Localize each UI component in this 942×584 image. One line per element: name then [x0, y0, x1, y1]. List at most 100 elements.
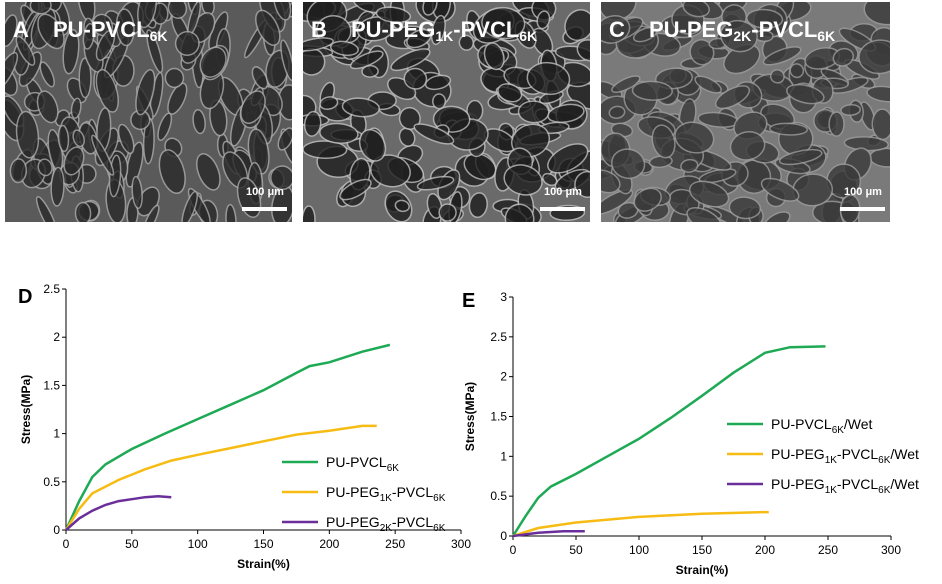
subscript: 6K — [817, 28, 835, 44]
y-tick-label: 3 — [500, 290, 507, 304]
pore — [36, 90, 59, 124]
pore — [319, 96, 339, 110]
pore — [70, 97, 82, 119]
pore — [195, 153, 221, 191]
label-part: -PVCL — [392, 484, 433, 500]
pore — [390, 48, 431, 72]
y-tick-label: 1 — [500, 449, 507, 463]
pore — [714, 85, 751, 110]
pore — [95, 29, 116, 61]
pore — [769, 122, 808, 136]
pore — [157, 112, 173, 142]
legend-label: PU-PEG1K-PVCL6K — [326, 484, 446, 504]
pore — [601, 15, 631, 44]
y-tick-label: 2.5 — [43, 282, 60, 296]
pore — [37, 13, 65, 50]
legend-label: PU-PVCL6K/Wet — [771, 416, 873, 436]
pore — [319, 122, 359, 144]
pore — [688, 180, 730, 208]
x-tick-label: 150 — [253, 537, 273, 551]
pore — [504, 203, 535, 222]
pore — [95, 68, 120, 113]
label-part: PU-PEG — [771, 446, 825, 462]
pore — [458, 34, 475, 51]
pore — [39, 61, 55, 88]
pore — [866, 85, 890, 103]
series-line — [511, 345, 826, 537]
pore — [398, 127, 416, 147]
pore — [146, 29, 164, 74]
pore — [15, 35, 36, 66]
label-part: PU-PVCL — [53, 17, 150, 42]
sem-image — [303, 2, 590, 222]
pore — [422, 2, 438, 16]
pore — [303, 140, 348, 159]
subscript: 1K — [825, 455, 838, 466]
legend-label: PU-PEG1K-PVCL6K/Wet — [771, 446, 919, 466]
y-axis-label: Stress(MPa) — [463, 382, 477, 451]
x-axis-label: Strain(%) — [676, 563, 729, 577]
label-part: -PVCL — [837, 476, 878, 492]
pore — [483, 42, 505, 71]
pore — [832, 47, 855, 67]
pore — [778, 148, 823, 166]
pore — [536, 10, 551, 30]
pore — [763, 211, 791, 222]
pore — [361, 64, 379, 78]
panel-label: PU-PEG1K-PVCL6K — [351, 17, 537, 44]
pore — [497, 83, 523, 103]
label-part: PU-PEG — [649, 17, 733, 42]
y-axis-label: Stress(MPa) — [19, 375, 33, 444]
x-tick-label: 300 — [881, 543, 901, 557]
pore — [608, 105, 626, 120]
pore — [255, 9, 281, 46]
label-part: -PVCL — [392, 514, 433, 530]
pore — [863, 2, 890, 26]
pore — [117, 123, 135, 155]
pore — [633, 187, 662, 212]
pore — [181, 190, 198, 222]
label-part: /Wet — [890, 446, 919, 462]
panel-label: PU-PEG2K-PVCL6K — [649, 17, 835, 44]
y-tick-label: 0.5 — [490, 489, 507, 503]
pore — [674, 121, 715, 154]
pore — [394, 199, 410, 213]
y-tick-label: 0.5 — [43, 475, 60, 489]
pore — [728, 196, 762, 220]
series-line — [65, 495, 172, 531]
pore — [789, 63, 805, 79]
label-part: /Wet — [890, 476, 919, 492]
pore — [91, 134, 115, 176]
pore — [547, 143, 589, 174]
pore — [413, 123, 455, 145]
subscript: 1K — [825, 485, 838, 496]
series-line — [64, 343, 391, 531]
pore — [576, 39, 590, 62]
pore — [481, 6, 526, 40]
pore — [406, 28, 432, 49]
label-part: PU-PVCL — [771, 416, 832, 432]
pore — [50, 166, 65, 207]
panel-label: PU-PVCL6K — [53, 17, 167, 44]
pore — [403, 67, 428, 90]
pore — [468, 192, 488, 219]
subscript: 2K — [733, 28, 751, 44]
pore — [430, 14, 446, 46]
subscript: 6K — [519, 28, 537, 44]
x-tick-label: 200 — [319, 537, 339, 551]
pore — [698, 168, 737, 184]
x-tick-label: 50 — [125, 537, 139, 551]
pore — [280, 39, 292, 82]
pore — [303, 110, 322, 137]
pore — [240, 90, 266, 124]
pore — [416, 175, 455, 191]
pore — [341, 97, 381, 118]
series-line — [64, 424, 377, 531]
pore — [62, 29, 80, 75]
subscript: 6K — [878, 485, 891, 496]
panel-letter: E — [462, 290, 475, 312]
pore — [682, 2, 710, 18]
y-tick-label: 0 — [500, 529, 507, 543]
pore — [29, 2, 52, 15]
